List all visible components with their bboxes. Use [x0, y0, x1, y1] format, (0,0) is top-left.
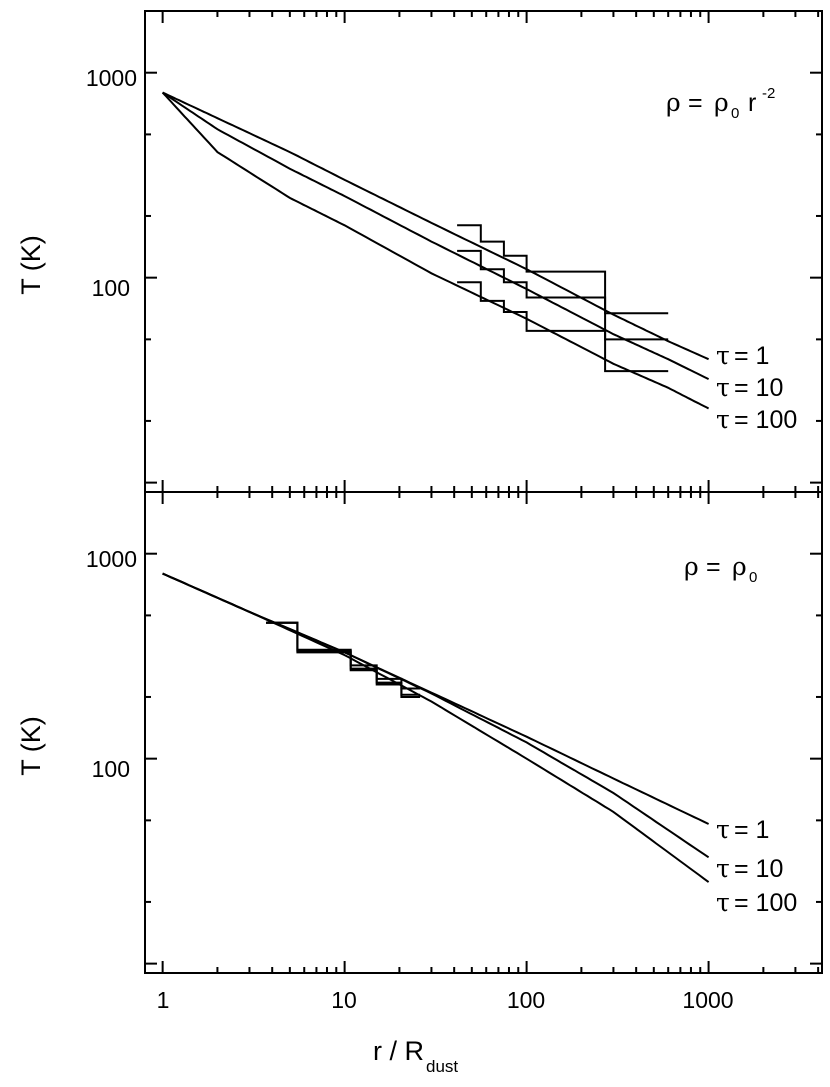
top-annotation-eq: = — [688, 89, 703, 117]
top-annotation-sub0: 0 — [731, 105, 739, 122]
top-label-tau10-sym: τ — [716, 373, 730, 402]
top-ytick-label-1000: 1000 — [86, 65, 137, 91]
bottom-x-ticks — [161, 492, 820, 973]
top-label-tau100: = 100 — [734, 406, 797, 434]
bottom-y-ticks — [145, 491, 822, 965]
top-histogram-3 — [457, 281, 669, 373]
top-ytick-label-100: 100 — [92, 275, 130, 301]
top-label-tau100-sym: τ — [716, 405, 730, 434]
top-annotation-rho: ρ — [666, 88, 681, 117]
bottom-ytick-label-100: 100 — [92, 756, 130, 782]
x-axis-label: r / R — [373, 1036, 424, 1066]
bottom-y-axis-label: T (K) — [16, 716, 46, 776]
bottom-annotation: ρ = ρ 0 — [684, 552, 757, 586]
top-x-ticks — [161, 11, 820, 492]
xtick-label-100: 100 — [507, 987, 545, 1013]
top-series-labels: τ = 1 τ = 10 τ = 100 — [716, 341, 797, 434]
bottom-panel: 100 1000 T (K) ρ = ρ 0 τ = 1 τ = 10 τ = … — [16, 491, 823, 1076]
bottom-series-line-1 — [162, 572, 710, 825]
top-label-tau1: = 1 — [734, 342, 769, 370]
top-annotation-exp: -2 — [762, 85, 775, 102]
top-annotation-rho0: ρ — [714, 88, 729, 117]
top-y-axis-label: T (K) — [16, 235, 46, 295]
top-label-tau10: = 10 — [734, 374, 783, 402]
bottom-histogram-group — [266, 621, 421, 698]
top-series-line-3 — [161, 91, 710, 410]
bottom-histogram-1 — [266, 621, 421, 690]
x-axis-label-subscript: dust — [426, 1057, 458, 1076]
bottom-series-group — [162, 572, 710, 883]
bottom-plot-frame — [144, 491, 823, 974]
bottom-annotation-sub0: 0 — [749, 569, 757, 586]
top-histogram-group — [457, 224, 669, 373]
svg-text:ρ: ρ — [666, 88, 681, 117]
xtick-label-1000: 1000 — [682, 987, 733, 1013]
bottom-series-line-3 — [162, 572, 710, 883]
bottom-label-tau100: = 100 — [734, 889, 797, 917]
top-histogram-1 — [457, 224, 669, 315]
top-label-tau1-sym: τ — [716, 341, 730, 370]
top-series-line-1 — [162, 91, 710, 361]
bottom-ytick-label-1000: 1000 — [86, 546, 137, 572]
bottom-annotation-eq: = — [706, 553, 721, 581]
top-y-ticks — [145, 10, 822, 484]
bottom-annotation-rho: ρ — [684, 552, 699, 581]
xtick-label-1: 1 — [157, 987, 170, 1013]
xtick-label-10: 10 — [331, 987, 357, 1013]
top-panel: 100 1000 T (K) ρ = ρ 0 r -2 τ = 1 τ = 10… — [16, 10, 823, 493]
bottom-label-tau100-sym: τ — [716, 888, 730, 917]
bottom-label-tau10: = 10 — [734, 855, 783, 883]
top-series-line-2 — [162, 91, 710, 380]
bottom-histogram-3 — [266, 621, 421, 698]
top-histogram-2 — [457, 249, 669, 341]
bottom-annotation-rho0: ρ — [732, 552, 747, 581]
bottom-series-line-2 — [162, 572, 710, 859]
bottom-label-tau10-sym: τ — [716, 854, 730, 883]
top-annotation-r: r — [748, 89, 756, 117]
bottom-label-tau1-sym: τ — [716, 815, 730, 844]
bottom-series-labels: τ = 1 τ = 10 τ = 100 — [716, 815, 797, 917]
bottom-label-tau1: = 1 — [734, 816, 769, 844]
top-series-group — [161, 91, 710, 410]
top-annotation: ρ = ρ 0 r -2 — [666, 85, 775, 122]
